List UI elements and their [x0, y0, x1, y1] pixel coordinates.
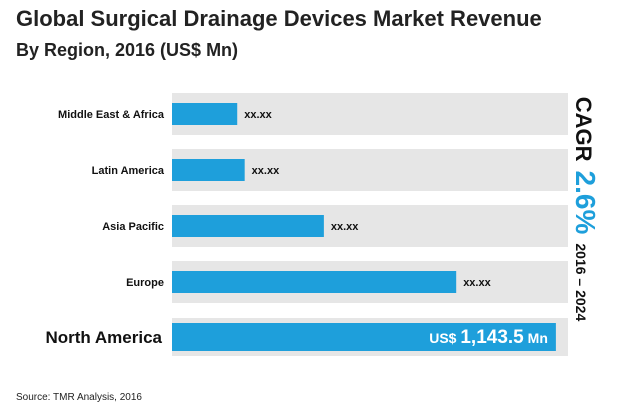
bar-asia-pacific	[172, 215, 324, 237]
data-label-latin-america: xx.xx	[252, 165, 280, 177]
cagr-period: 2016 – 2024	[573, 243, 589, 322]
data-label-north-america: US$ 1,143.5 Mn	[429, 327, 548, 348]
bar-latin-america	[172, 159, 245, 181]
cagr-value: 2.6%	[570, 170, 601, 235]
chart-title: Global Surgical Drainage Devices Market …	[16, 6, 542, 31]
category-label-middle-east-africa: Middle East & Africa	[58, 109, 165, 121]
data-label-europe: xx.xx	[463, 277, 491, 289]
source-note: Source: TMR Analysis, 2016	[16, 392, 142, 403]
data-label-asia-pacific: xx.xx	[331, 221, 359, 233]
category-label-asia-pacific: Asia Pacific	[102, 221, 164, 233]
bar-middle-east-africa	[172, 103, 238, 125]
cagr-label: CAGR	[571, 96, 596, 162]
data-label-middle-east-africa: xx.xx	[244, 109, 272, 121]
bar-north-america	[172, 323, 556, 351]
category-label-north-america: North America	[45, 328, 162, 347]
cagr-block: CAGR 2.6% 2016 – 2024	[569, 97, 601, 321]
bar-track-middle-east-africa	[172, 93, 568, 135]
bar-europe	[172, 271, 457, 293]
chart-subtitle: By Region, 2016 (US$ Mn)	[16, 40, 239, 60]
category-label-latin-america: Latin America	[92, 165, 165, 177]
category-label-europe: Europe	[126, 277, 164, 289]
